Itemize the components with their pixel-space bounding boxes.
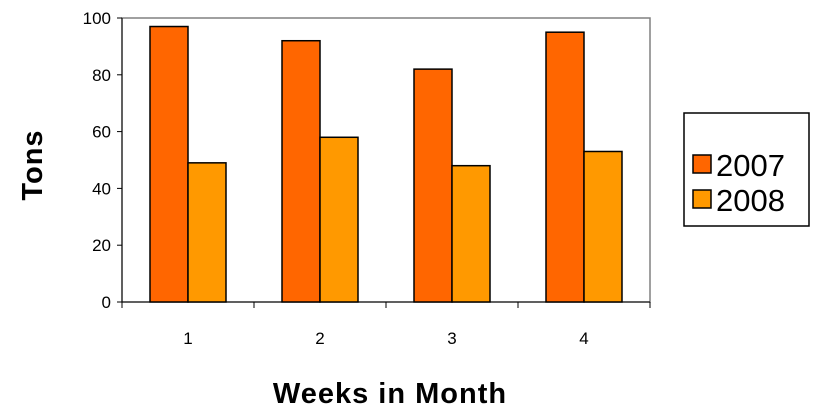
y-tick-label-80: 80	[92, 66, 111, 85]
bars-layer	[149, 25, 623, 303]
x-tick-label-3: 3	[447, 329, 456, 348]
y-tick-label-20: 20	[92, 236, 111, 255]
legend: 2007 2008	[683, 112, 810, 227]
x-tick-label-4: 4	[579, 329, 588, 348]
legend-label-2007: 2007	[716, 148, 785, 183]
y-axis-title: Tons	[17, 129, 49, 200]
bar-2008-week-3	[451, 164, 491, 303]
x-tick-label-1: 1	[183, 329, 192, 348]
axes-layer: 0 20 40 60 80 100 1 2 3 4	[83, 9, 651, 348]
bar-2008-week-2	[319, 136, 359, 303]
legend-swatch-2008	[692, 189, 712, 209]
legend-swatch-2007	[692, 154, 712, 174]
bar-2008-week-1	[187, 162, 227, 303]
y-tick-label-40: 40	[92, 179, 111, 198]
y-tick-label-0: 0	[102, 293, 111, 312]
bar-2007-week-2	[281, 39, 321, 303]
x-axis-title: Weeks in Month	[273, 378, 507, 410]
bar-2008-week-4	[583, 150, 623, 303]
bar-2007-week-4	[545, 31, 585, 303]
y-tick-label-60: 60	[92, 123, 111, 142]
y-tick-label-100: 100	[83, 9, 111, 28]
bar-2007-week-1	[149, 25, 189, 303]
bar-2007-week-3	[413, 68, 453, 303]
x-tick-label-2: 2	[315, 329, 324, 348]
legend-label-2008: 2008	[716, 183, 785, 218]
